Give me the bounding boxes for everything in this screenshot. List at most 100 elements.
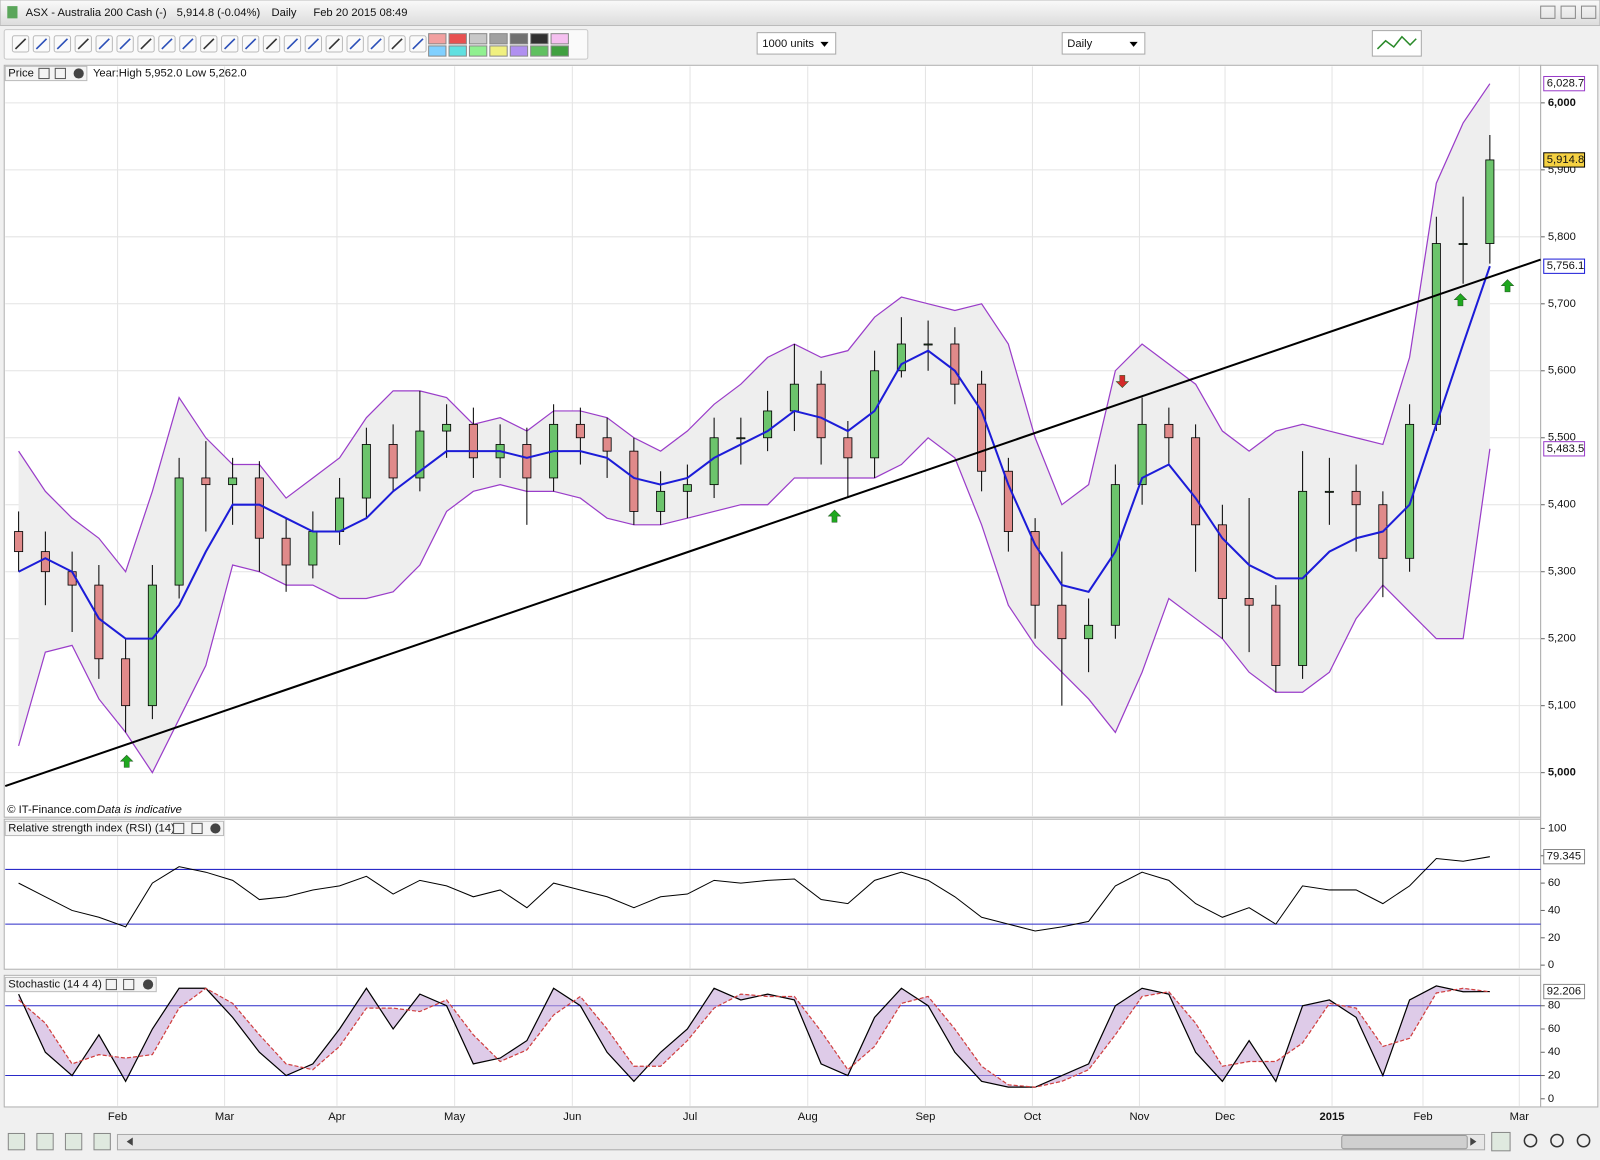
units-dropdown[interactable] [756,32,837,55]
close-icon[interactable] [73,68,84,79]
color-swatch[interactable] [428,33,447,45]
y-tick-label: 0 [1548,959,1554,971]
price-tag [1543,152,1586,168]
tool-button[interactable] [200,35,218,53]
candle-body [1324,490,1334,493]
dropdown-arrow [1129,41,1138,47]
bollinger-lower [18,436,1491,774]
bottom-icon[interactable] [64,1132,83,1151]
color-swatch[interactable] [448,45,467,57]
settings-icon[interactable] [105,978,117,991]
value-tag-label: 79.345 [1547,851,1581,863]
x-tick-label: Feb [108,1111,127,1123]
price-tag [1543,258,1586,274]
settings-icon[interactable] [173,822,185,835]
settings-icon[interactable] [38,67,50,80]
candle-body [763,410,773,439]
y-tick-label: 60 [1548,877,1560,889]
x-tick-label: Jun [563,1111,581,1123]
tool-glyph [119,38,131,50]
tool-button[interactable] [388,35,406,53]
close-icon[interactable] [142,979,154,990]
minimize-button[interactable] [1540,5,1556,19]
tool-button[interactable] [283,35,302,53]
rsi-header: Relative strength index (RSI) (14) [4,820,225,837]
tool-button[interactable] [11,35,30,53]
candle-body [174,477,184,586]
stochastic-line [18,985,1490,1088]
tool-glyph [370,38,382,50]
tool-glyph [14,38,27,50]
tool-button[interactable] [367,35,385,53]
tool-button[interactable] [137,35,155,53]
y-tick-label: 40 [1548,904,1560,916]
candle-body [789,383,799,412]
signal-arrow [1453,293,1468,307]
close-icon[interactable] [210,823,221,834]
candle-body [121,658,131,707]
maximize-button[interactable] [1560,5,1576,19]
tool-button[interactable] [241,35,260,53]
period-dropdown[interactable] [1061,32,1146,55]
tool-button[interactable] [74,35,92,53]
tool-button[interactable] [95,35,113,53]
scrollbar-thumb[interactable] [1341,1135,1468,1150]
signal-arrow [1500,279,1515,293]
color-swatch[interactable] [468,33,488,45]
candle-body [147,584,157,707]
window-icon[interactable] [123,978,135,991]
candle-body [602,437,612,452]
tool-button[interactable] [158,35,176,53]
price-header: Price Year:High 5,952.0 Low 5,262.0 [4,65,247,82]
candle-body [1351,490,1361,506]
tool-button[interactable] [262,35,281,53]
y-tick-label: 0 [1548,1093,1554,1105]
color-swatch[interactable] [530,33,549,45]
color-swatch[interactable] [550,45,569,57]
tool-button[interactable] [304,35,323,53]
tool-button[interactable] [179,35,197,53]
color-swatch[interactable] [448,33,467,45]
color-swatch[interactable] [428,45,447,57]
color-swatch[interactable] [509,45,529,57]
tool-button[interactable] [32,35,51,53]
bottom-icon[interactable] [93,1132,111,1151]
tool-button[interactable] [221,35,239,53]
tool-button[interactable] [325,35,343,53]
color-swatch[interactable] [468,45,488,57]
zoom-out-button[interactable] [1523,1133,1538,1148]
candle-body [1191,437,1201,526]
tool-button[interactable] [116,35,134,53]
window-icon[interactable] [191,822,203,835]
color-swatch[interactable] [509,33,529,45]
candle-body [228,477,238,486]
color-swatch[interactable] [489,45,508,57]
tool-button[interactable] [53,35,72,53]
rsi-panel [3,818,1542,970]
zoom-in-button[interactable] [1576,1133,1591,1148]
y-tick-label: 5,700 [1548,298,1576,310]
x-tick-label: Sep [915,1111,935,1123]
candle-body [1485,159,1495,244]
candle-body [1084,624,1094,640]
bottom-icon[interactable] [36,1132,54,1151]
bottom-icon[interactable] [7,1132,26,1151]
zoom-fit-button[interactable] [1550,1133,1564,1148]
scrollbar-track[interactable] [116,1133,1486,1151]
tool-glyph [307,38,320,50]
color-swatch[interactable] [530,45,549,57]
close-button[interactable] [1580,5,1597,19]
candle-body [816,383,826,439]
y-tick-label: 5,000 [1548,767,1576,779]
tool-icons [11,33,569,57]
chart-type-button[interactable] [1491,1131,1511,1152]
tool-glyph [391,38,403,50]
window-icon[interactable] [54,67,66,80]
tool-button[interactable] [346,35,364,53]
color-swatch[interactable] [489,33,508,45]
tool-button[interactable] [409,35,427,53]
color-swatch[interactable] [550,33,569,45]
panel-subtitle: Year:High 5,952.0 Low 5,262.0 [93,67,247,79]
signal-arrow [1115,375,1130,388]
y-tick-label: 5,100 [1548,700,1576,712]
